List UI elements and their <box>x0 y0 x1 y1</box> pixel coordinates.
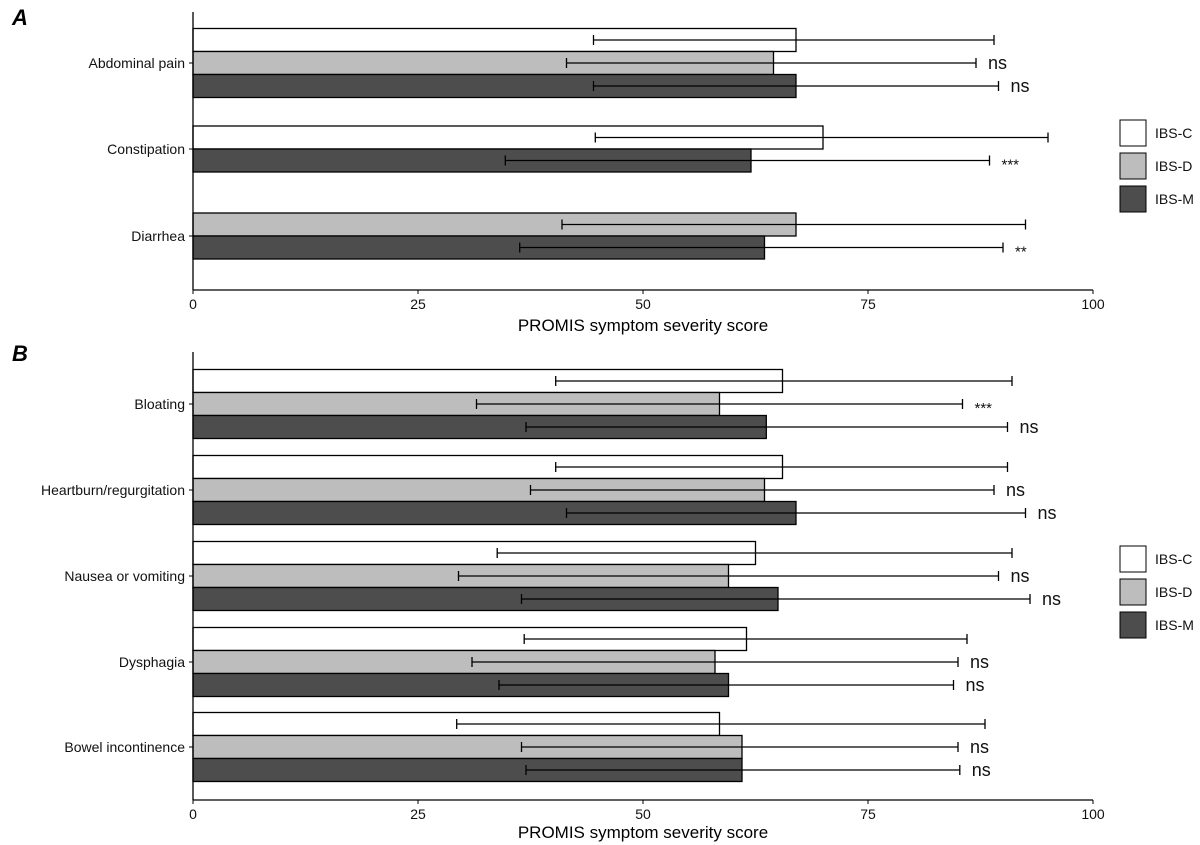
significance-label: ns <box>1011 76 1030 96</box>
x-tick-label: 50 <box>635 806 651 822</box>
x-tick-label: 100 <box>1081 806 1105 822</box>
significance-label: ns <box>970 737 989 757</box>
significance-label: ns <box>988 53 1007 73</box>
significance-label: ns <box>1020 417 1039 437</box>
category-label: Bloating <box>134 396 185 412</box>
legend-label: IBS-D <box>1155 584 1192 600</box>
significance-label: ns <box>1006 480 1025 500</box>
significance-label: ns <box>1042 589 1061 609</box>
significance-label: ns <box>1011 566 1030 586</box>
x-axis-title: PROMIS symptom severity score <box>518 823 768 842</box>
panel-b: B***nsBloatingnsnsHeartburn/regurgitatio… <box>12 341 1194 842</box>
legend-label: IBS-M <box>1155 617 1194 633</box>
legend-label: IBS-M <box>1155 191 1194 207</box>
significance-label: *** <box>975 400 993 417</box>
x-tick-label: 0 <box>189 296 197 312</box>
legend-swatch-ibs-d <box>1119 578 1147 606</box>
significance-label: ** <box>1015 244 1027 261</box>
x-tick-label: 100 <box>1081 296 1105 312</box>
x-tick-label: 0 <box>189 806 197 822</box>
category-label: Bowel incontinence <box>64 739 185 755</box>
legend-label: IBS-C <box>1155 551 1192 567</box>
panel-letter: B <box>12 341 28 366</box>
x-tick-label: 50 <box>635 296 651 312</box>
legend-swatch-ibs-d <box>1119 152 1147 180</box>
legend: IBS-C IBS-D IBS-M <box>1119 545 1194 639</box>
legend: IBS-C IBS-D IBS-M <box>1119 119 1194 213</box>
panel-letter: A <box>11 5 28 30</box>
legend-swatch-ibs-m <box>1119 611 1147 639</box>
significance-label: ns <box>972 760 991 780</box>
category-label: Nausea or vomiting <box>64 568 185 584</box>
legend-swatch-ibs-c <box>1119 545 1147 573</box>
significance-label: *** <box>1002 157 1020 174</box>
category-label: Heartburn/regurgitation <box>41 482 185 498</box>
x-axis-title: PROMIS symptom severity score <box>518 316 768 335</box>
category-label: Diarrhea <box>131 228 185 244</box>
significance-label: ns <box>1038 503 1057 523</box>
significance-label: ns <box>966 675 985 695</box>
legend-swatch-ibs-m <box>1119 185 1147 213</box>
x-tick-label: 25 <box>410 806 426 822</box>
legend-label: IBS-C <box>1155 125 1192 141</box>
category-label: Constipation <box>107 141 185 157</box>
legend-label: IBS-D <box>1155 158 1192 174</box>
x-tick-label: 75 <box>860 806 876 822</box>
legend-swatch-ibs-c <box>1119 119 1147 147</box>
category-label: Abdominal pain <box>88 55 185 71</box>
x-tick-label: 75 <box>860 296 876 312</box>
significance-label: ns <box>970 652 989 672</box>
x-tick-label: 25 <box>410 296 426 312</box>
category-label: Dysphagia <box>119 654 185 670</box>
